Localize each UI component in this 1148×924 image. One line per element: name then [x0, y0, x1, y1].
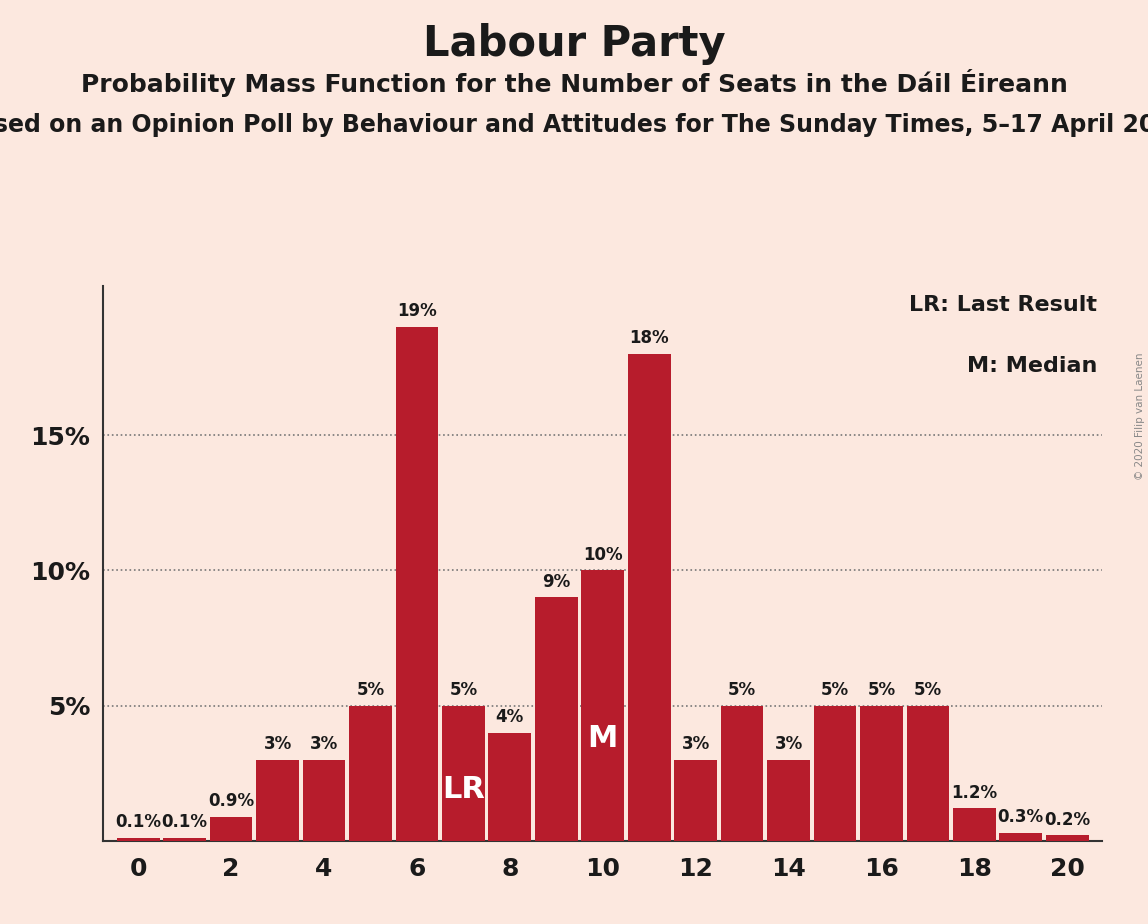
- Text: M: Median: M: Median: [967, 356, 1097, 376]
- Text: 18%: 18%: [629, 329, 669, 347]
- Text: 5%: 5%: [449, 681, 478, 699]
- Bar: [396, 327, 439, 841]
- Text: M: M: [588, 723, 618, 752]
- Text: 0.2%: 0.2%: [1045, 810, 1091, 829]
- Bar: [349, 706, 391, 841]
- Text: 1.2%: 1.2%: [952, 784, 998, 802]
- Text: 5%: 5%: [914, 681, 943, 699]
- Bar: [581, 570, 625, 841]
- Text: 3%: 3%: [682, 735, 709, 753]
- Bar: [163, 838, 205, 841]
- Text: 5%: 5%: [868, 681, 895, 699]
- Bar: [488, 733, 532, 841]
- Text: 9%: 9%: [542, 573, 571, 590]
- Text: 3%: 3%: [310, 735, 339, 753]
- Bar: [721, 706, 763, 841]
- Text: 3%: 3%: [263, 735, 292, 753]
- Text: 10%: 10%: [583, 546, 622, 564]
- Bar: [953, 808, 995, 841]
- Bar: [442, 706, 484, 841]
- Text: LR: LR: [442, 775, 484, 804]
- Bar: [814, 706, 856, 841]
- Bar: [117, 838, 160, 841]
- Bar: [767, 760, 809, 841]
- Text: Based on an Opinion Poll by Behaviour and Attitudes for The Sunday Times, 5–17 A: Based on an Opinion Poll by Behaviour an…: [0, 113, 1148, 137]
- Text: Probability Mass Function for the Number of Seats in the Dáil Éireann: Probability Mass Function for the Number…: [80, 69, 1068, 97]
- Text: 5%: 5%: [356, 681, 385, 699]
- Text: Labour Party: Labour Party: [422, 23, 726, 65]
- Bar: [907, 706, 949, 841]
- Text: 4%: 4%: [496, 708, 523, 726]
- Bar: [628, 354, 670, 841]
- Text: 0.9%: 0.9%: [208, 792, 254, 809]
- Text: © 2020 Filip van Laenen: © 2020 Filip van Laenen: [1135, 352, 1145, 480]
- Text: 0.3%: 0.3%: [998, 808, 1044, 826]
- Bar: [674, 760, 718, 841]
- Text: 5%: 5%: [728, 681, 757, 699]
- Bar: [1000, 833, 1042, 841]
- Bar: [1046, 835, 1088, 841]
- Bar: [860, 706, 902, 841]
- Bar: [256, 760, 298, 841]
- Bar: [535, 598, 577, 841]
- Text: 3%: 3%: [775, 735, 802, 753]
- Text: 0.1%: 0.1%: [115, 813, 161, 832]
- Bar: [303, 760, 346, 841]
- Text: 19%: 19%: [397, 302, 436, 321]
- Bar: [210, 817, 253, 841]
- Text: 5%: 5%: [821, 681, 850, 699]
- Text: LR: Last Result: LR: Last Result: [909, 295, 1097, 315]
- Text: 0.1%: 0.1%: [162, 813, 208, 832]
